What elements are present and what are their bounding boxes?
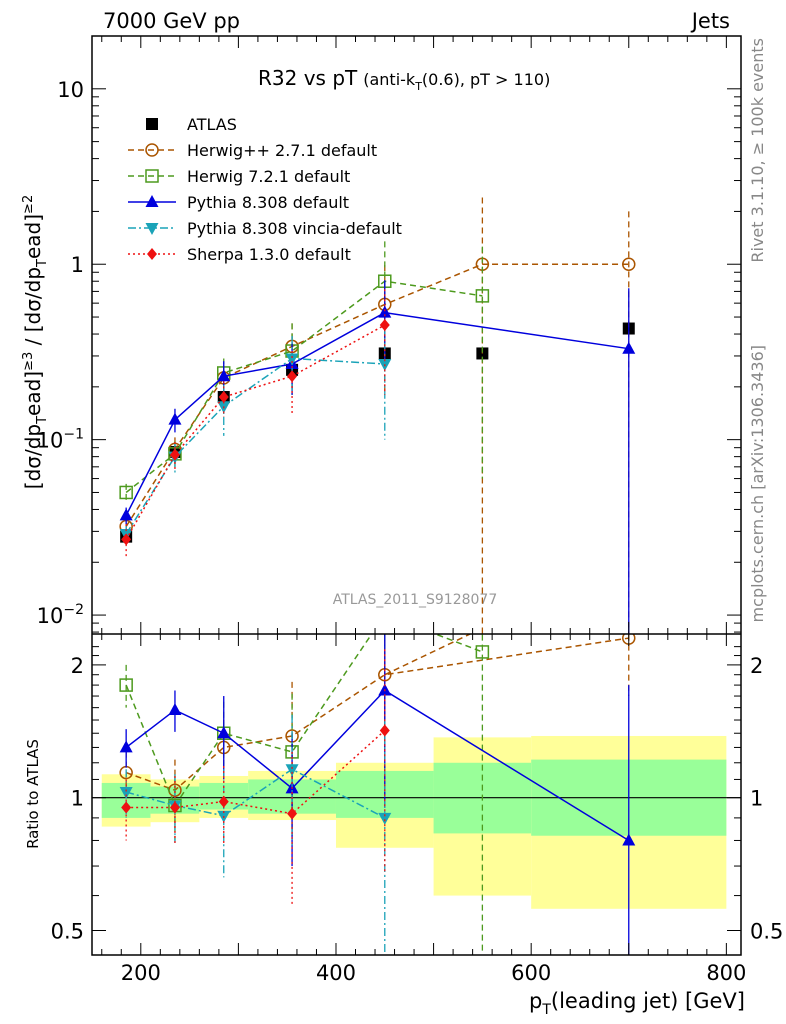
main-point-3-2 <box>217 369 231 382</box>
ratio-line-exit-0 <box>384 634 471 676</box>
legend-item-3: Pythia 8.308 default <box>128 193 349 212</box>
ratio-point-4-2 <box>218 795 229 808</box>
legend-marker-5 <box>147 248 157 260</box>
main-series-5 <box>121 289 390 559</box>
y-tick-label-ratio-right: 1 <box>750 787 763 811</box>
x-tick-label: 400 <box>316 961 356 985</box>
legend-label-1: Herwig++ 2.7.1 default <box>187 141 377 160</box>
y-tick-label-ratio-right: 2 <box>750 654 763 678</box>
main-point-3-0 <box>119 508 133 521</box>
ratio-point-2-2 <box>217 726 231 739</box>
ratio-point-1-5 <box>475 645 490 659</box>
y-tick-label-ratio-left: 1 <box>71 787 84 811</box>
legend-item-0: ATLAS <box>146 115 237 134</box>
x-tick-label: 200 <box>121 961 161 985</box>
legend-label-0: ATLAS <box>187 115 237 134</box>
main-point-5-4 <box>379 319 390 332</box>
y-tick-label-main: 1 <box>71 253 84 277</box>
main-series-4 <box>119 326 392 546</box>
legend-item-1: Herwig++ 2.7.1 default <box>128 141 377 160</box>
y-tick-label-ratio-left: 0.5 <box>51 920 84 944</box>
main-line-3 <box>125 311 629 516</box>
chart-title: R32 vs pT (anti-kT(0.6), pT > 110) <box>258 66 550 93</box>
y-tick-label-ratio-right: 0.5 <box>750 920 783 944</box>
main-series-3 <box>119 280 636 634</box>
y-axis-label-main: [dσ/dpTead]≥3 / [dσ/dpTead]≥2 <box>21 195 50 489</box>
y-tick-label-ratio-left: 2 <box>71 654 84 678</box>
analysis-watermark: ATLAS_2011_S9128077 <box>333 592 498 608</box>
ratio-line-1 <box>125 634 483 808</box>
ratio-point-1-4 <box>379 609 391 621</box>
main-point-5-2 <box>218 391 229 404</box>
ratio-point-3-3 <box>285 764 299 777</box>
ratio-line-0 <box>125 637 629 792</box>
legend-marker-4 <box>145 223 159 235</box>
main-point-3-4 <box>378 305 392 318</box>
legend-item-5: Sherpa 1.3.0 default <box>128 245 351 264</box>
chart-title-sub-3: (0.6), pT > 110) <box>422 70 550 89</box>
ratio-point-3-0 <box>119 787 133 800</box>
ratio-point-3-4 <box>378 812 392 825</box>
y-tick-label-main: 10−2 <box>37 602 84 628</box>
legend-label-4: Pythia 8.308 vincia-default <box>187 219 402 238</box>
ratio-point-2-5 <box>622 833 636 846</box>
legend-label-2: Herwig 7.2.1 default <box>187 167 350 186</box>
chart-title-sub-2: T <box>414 80 422 93</box>
rivet-version-label: Rivet 3.1.10, ≥ 100k events <box>748 38 767 263</box>
main-line-2 <box>125 280 483 494</box>
legend-marker-2 <box>145 169 159 183</box>
ratio-point-4-4 <box>379 724 390 737</box>
main-point-2-0 <box>119 485 133 500</box>
plot-frame <box>91 35 742 956</box>
ratio-point-4-0 <box>121 801 132 814</box>
ratio-point-4-3 <box>287 807 298 820</box>
header-left: 7000 GeV pp <box>103 9 240 33</box>
x-tick-label: 600 <box>511 961 551 985</box>
chart-title-main: R32 vs pT <box>258 66 358 90</box>
main-point-5-3 <box>287 370 298 383</box>
legend-marker-1 <box>145 143 159 157</box>
y-tick-label-main: 10−1 <box>37 427 84 453</box>
main-point-4-3 <box>285 353 299 366</box>
ratio-point-2-1 <box>168 703 182 716</box>
ratio-point-1-0 <box>119 678 133 692</box>
x-tick-label: 800 <box>706 961 746 985</box>
main-line-5 <box>125 324 386 540</box>
main-point-3-1 <box>168 412 182 425</box>
main-line-4 <box>125 357 385 535</box>
mcplots-credit-label: mcplots.cern.ch [arXiv:1306.3436] <box>748 345 767 622</box>
x-axis-label: pT(leading jet) [GeV] <box>529 989 745 1018</box>
ratio-point-2-0 <box>119 740 133 753</box>
ratio-series-4 <box>121 649 390 906</box>
header-right: Jets <box>690 9 730 33</box>
main-point-3-5 <box>622 341 636 354</box>
ratio-point-4-1 <box>169 801 180 814</box>
legend-marker-3 <box>145 195 159 207</box>
legend-item-2: Herwig 7.2.1 default <box>128 167 350 186</box>
main-point-5-0 <box>121 533 132 546</box>
main-point-5-1 <box>169 448 180 461</box>
main-point-2-5 <box>475 289 490 303</box>
main-point-1-6 <box>622 257 636 271</box>
legend-marker-0 <box>146 118 158 130</box>
legend-label-3: Pythia 8.308 default <box>187 193 349 212</box>
y-axis-label-ratio: Ratio to ATLAS <box>24 739 42 849</box>
ratio-line-2 <box>125 689 630 842</box>
chart-title-sub-1: (anti-k <box>363 70 416 89</box>
legend-item-4: Pythia 8.308 vincia-default <box>128 219 402 238</box>
legend-label-5: Sherpa 1.3.0 default <box>187 245 351 264</box>
y-tick-label-main: 10 <box>57 78 84 102</box>
